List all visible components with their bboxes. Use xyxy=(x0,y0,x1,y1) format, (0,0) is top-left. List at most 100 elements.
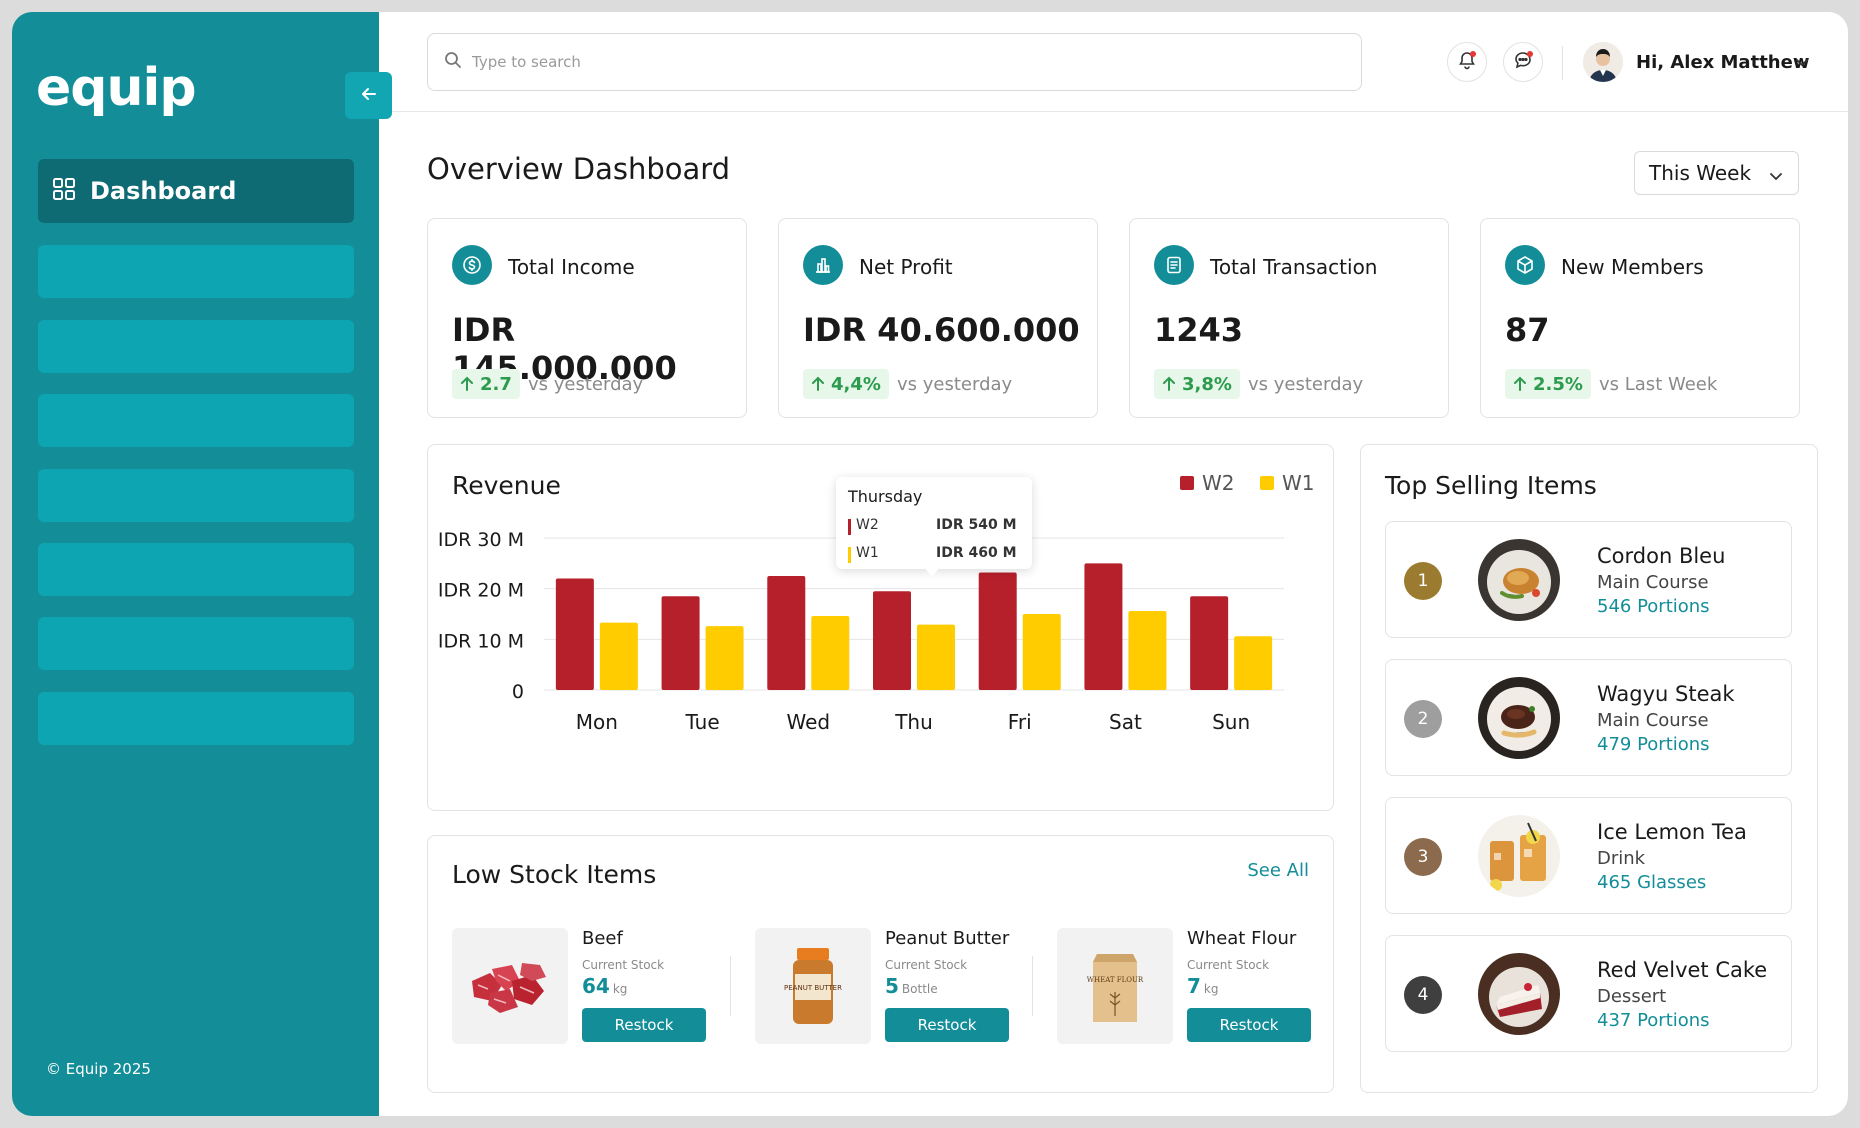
item-name: Cordon Bleu xyxy=(1597,544,1726,568)
sidebar-item-dashboard[interactable]: Dashboard xyxy=(38,159,354,223)
bar-w1-thu[interactable] xyxy=(917,624,955,690)
bar-w1-wed[interactable] xyxy=(811,616,850,690)
list-item[interactable]: 3 Ice Lemon Tea Drink 465 Glasses xyxy=(1385,797,1792,914)
kpi-compare: vs yesterday xyxy=(897,374,1013,395)
tooltip-pointer xyxy=(924,567,940,577)
legend-item-w2: W2 xyxy=(1180,471,1235,495)
sidebar-item-placeholder[interactable] xyxy=(38,469,354,522)
item-category: Main Course xyxy=(1597,572,1709,593)
collapse-sidebar-button[interactable] xyxy=(345,72,392,119)
bar-w2-thu[interactable] xyxy=(873,591,911,690)
x-tick-label: Fri xyxy=(1008,710,1032,734)
x-tick-label: Sun xyxy=(1212,710,1250,734)
item-category: Dessert xyxy=(1597,986,1667,1007)
item-name: Wheat Flour xyxy=(1187,928,1297,949)
legend-swatch xyxy=(1260,476,1274,490)
item-category: Main Course xyxy=(1597,710,1709,731)
restock-button[interactable]: Restock xyxy=(1187,1008,1311,1042)
restock-button[interactable]: Restock xyxy=(885,1008,1009,1042)
messages-button[interactable] xyxy=(1503,42,1543,82)
bar-w1-tue[interactable] xyxy=(705,626,744,690)
revenue-card: Revenue W2 W1 0 IDR 10 M IDR 20 M IDR 30 M M… xyxy=(427,444,1334,811)
stock-qty: 7 xyxy=(1187,974,1201,998)
tooltip-series: W1 xyxy=(856,545,879,561)
stock-quantity: 64 kg xyxy=(582,974,627,998)
bar-w2-sat[interactable] xyxy=(1084,563,1123,690)
list-item[interactable]: 4 Red Velvet Cake Dessert 437 Portions xyxy=(1385,935,1792,1052)
stock-label: Current Stock xyxy=(582,958,665,972)
stock-label: Current Stock xyxy=(1187,958,1270,972)
x-tick-label: Mon xyxy=(576,710,618,734)
item-name: Beef xyxy=(582,928,623,949)
kpi-compare: vs yesterday xyxy=(528,374,644,395)
legend-label: W2 xyxy=(1202,471,1235,495)
sidebar-item-placeholder[interactable] xyxy=(38,320,354,373)
kpi-title: Net Profit xyxy=(859,255,953,279)
beef-image xyxy=(452,928,568,1044)
wheat-flour-image: WHEAT FLOUR xyxy=(1057,928,1173,1044)
item-portions: 479 Portions xyxy=(1597,734,1710,755)
restock-button[interactable]: Restock xyxy=(582,1008,706,1042)
notification-dot xyxy=(1470,51,1476,57)
rank-badge: 3 xyxy=(1404,838,1442,876)
kpi-delta-value: 2.5% xyxy=(1533,373,1583,395)
sidebar: equip Dashboard © Equip 2025 xyxy=(12,12,379,1116)
avatar[interactable] xyxy=(1583,42,1623,82)
kpi-card-total-income: Total Income IDR 145.000.000 2.7 vs yest… xyxy=(427,218,747,418)
arrow-left-icon xyxy=(360,85,378,107)
list-item[interactable]: 1 Cordon Bleu Main Course 546 Portions xyxy=(1385,521,1792,638)
bar-w2-tue[interactable] xyxy=(661,596,700,690)
notifications-button[interactable] xyxy=(1447,42,1487,82)
bar-w1-sun[interactable] xyxy=(1234,636,1273,690)
sidebar-item-label: Dashboard xyxy=(90,177,237,205)
item-portions: 465 Glasses xyxy=(1597,872,1707,893)
y-tick-label: IDR 10 M xyxy=(438,630,524,652)
kpi-delta: 2.5% xyxy=(1505,369,1591,399)
chat-icon xyxy=(1513,50,1533,74)
sidebar-item-placeholder[interactable] xyxy=(38,394,354,447)
x-tick-label: Tue xyxy=(684,710,719,734)
bar-w1-fri[interactable] xyxy=(1022,614,1061,690)
bar-w2-sun[interactable] xyxy=(1190,596,1229,690)
y-tick-label: 0 xyxy=(512,681,524,703)
see-all-link[interactable]: See All xyxy=(1247,860,1309,881)
arrow-up-icon xyxy=(1162,376,1176,392)
wagyu-steak-image xyxy=(1478,677,1560,759)
stock-quantity: 7 kg xyxy=(1187,974,1219,998)
sidebar-item-placeholder[interactable] xyxy=(38,617,354,670)
kpi-card-new-members: New Members 87 2.5% vs Last Week xyxy=(1480,218,1800,418)
bar-w2-fri[interactable] xyxy=(978,572,1017,690)
box-icon xyxy=(1505,245,1545,285)
bar-w2-wed[interactable] xyxy=(767,576,806,690)
kpi-title: Total Transaction xyxy=(1210,255,1378,279)
kpi-delta: 4,4% xyxy=(803,369,889,399)
list-item[interactable]: 2 Wagyu Steak Main Course 479 Portions xyxy=(1385,659,1792,776)
chevron-down-icon xyxy=(1768,165,1784,189)
x-tick-label: Thu xyxy=(894,710,933,734)
item-portions: 437 Portions xyxy=(1597,1010,1710,1031)
sidebar-item-placeholder[interactable] xyxy=(38,543,354,596)
sidebar-item-placeholder[interactable] xyxy=(38,245,354,298)
bag-label: WHEAT FLOUR xyxy=(1087,976,1144,984)
bar-w2-mon[interactable] xyxy=(555,578,594,690)
tooltip-marker xyxy=(848,547,851,563)
chart-tooltip: Thursday W2 IDR 540 M W1 IDR 460 M xyxy=(836,477,1032,577)
search-input[interactable]: Type to search xyxy=(427,33,1362,91)
arrow-up-icon xyxy=(811,376,825,392)
tooltip-marker xyxy=(848,519,851,535)
bar-w1-mon[interactable] xyxy=(599,622,638,690)
user-greeting[interactable]: Hi, Alex Matthew xyxy=(1636,52,1810,73)
message-dot xyxy=(1527,51,1533,57)
cordon-bleu-image xyxy=(1478,539,1560,621)
kpi-value: 87 xyxy=(1505,311,1550,349)
item-name: Peanut Butter xyxy=(885,928,1010,949)
kpi-delta-value: 3,8% xyxy=(1182,373,1232,395)
kpi-title: Total Income xyxy=(508,255,635,279)
low-stock-card: Low Stock Items See All Beef Current Sto… xyxy=(427,835,1334,1093)
kpi-value: IDR 40.600.000 xyxy=(803,311,1080,349)
sidebar-item-placeholder[interactable] xyxy=(38,692,354,745)
chevron-down-icon[interactable] xyxy=(1794,54,1810,74)
period-select[interactable]: This Week xyxy=(1634,151,1799,195)
bar-w1-sat[interactable] xyxy=(1128,610,1167,690)
